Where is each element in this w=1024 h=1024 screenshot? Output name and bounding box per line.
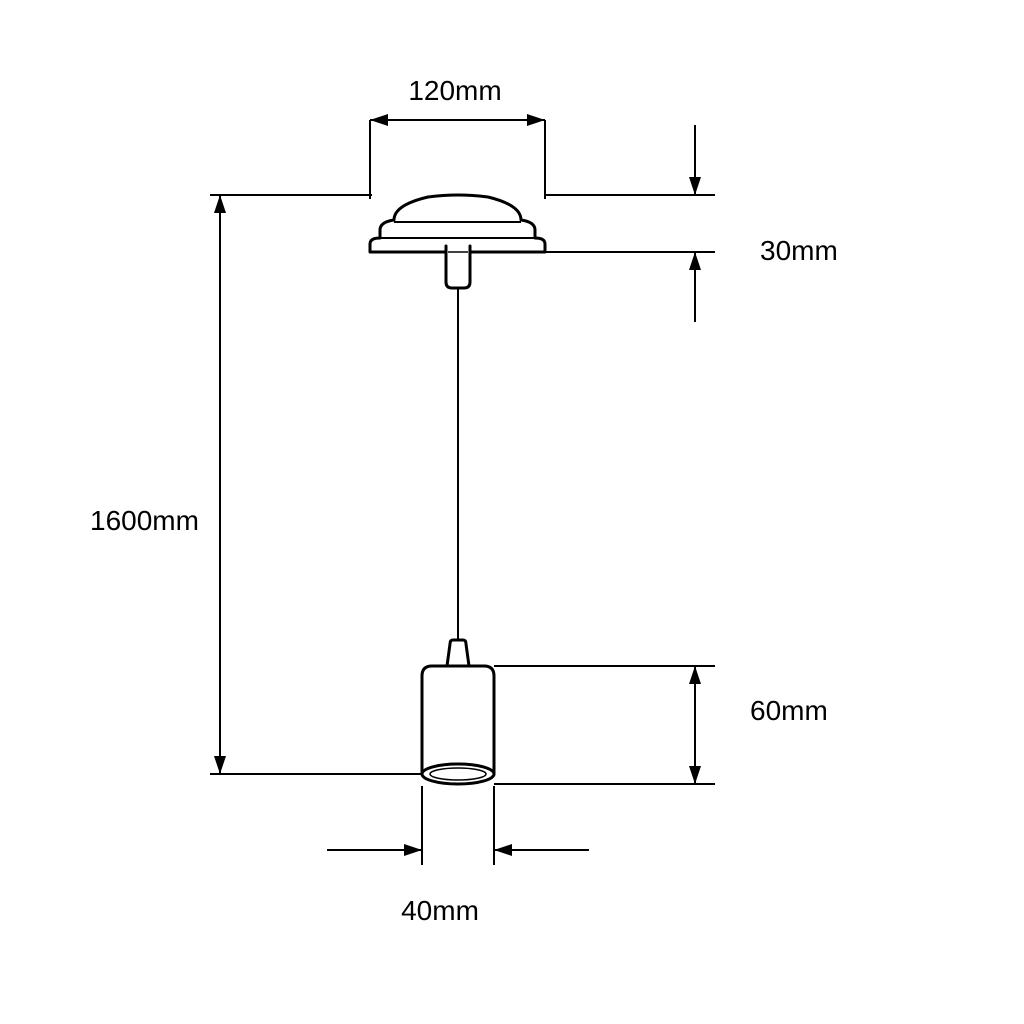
pendant-fixture <box>370 195 545 784</box>
label-total-height: 1600mm <box>90 505 199 536</box>
pendant-light-drawing: 120mm 30mm 1600mm 60mm 40mm <box>0 0 1024 1024</box>
label-canopy-width: 120mm <box>408 75 501 106</box>
label-socket-width: 40mm <box>401 895 479 926</box>
label-socket-height: 60mm <box>750 695 828 726</box>
label-canopy-height: 30mm <box>760 235 838 266</box>
